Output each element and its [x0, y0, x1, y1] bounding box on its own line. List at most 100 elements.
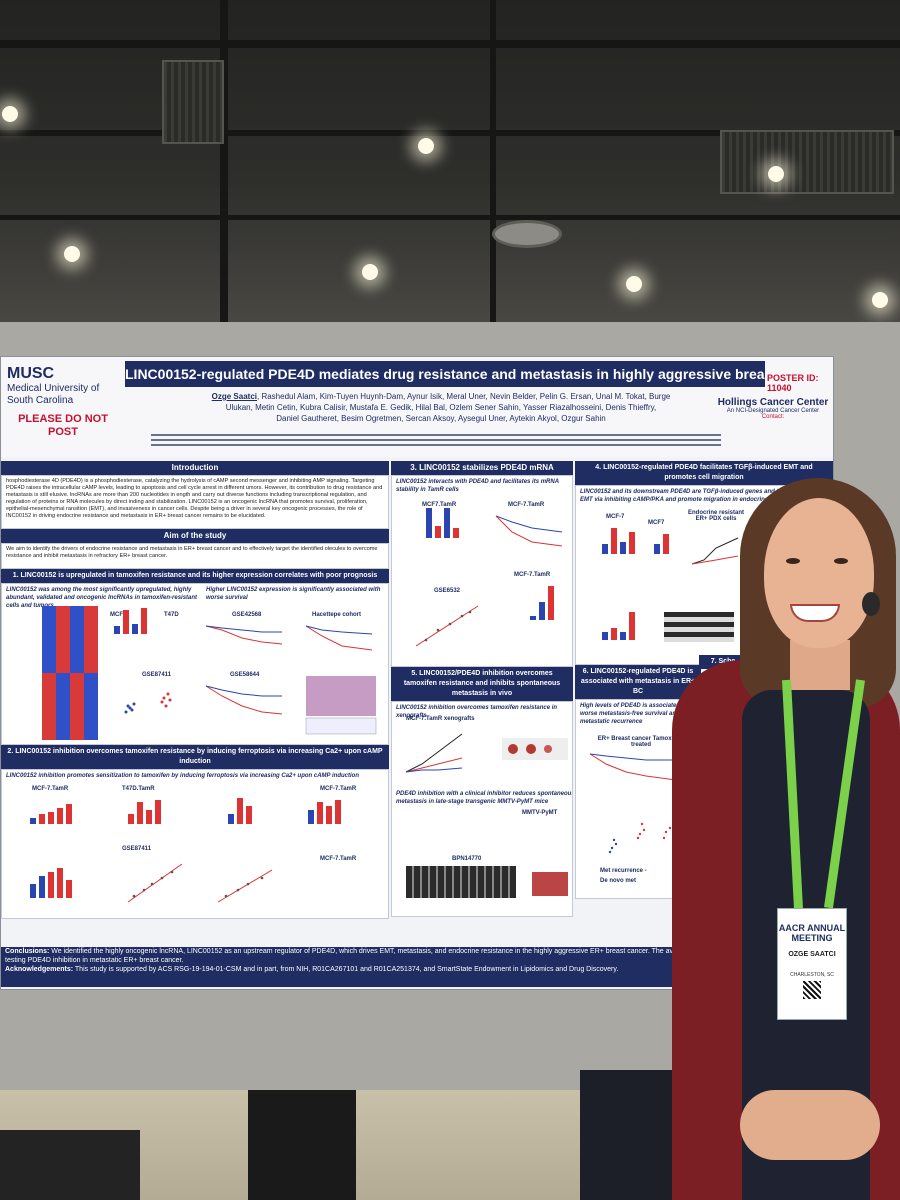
conclusions-label: Conclusions: — [5, 948, 50, 955]
section-heading-1: 1. LINC00152 is upregulated in tamoxifen… — [1, 569, 389, 583]
presenter-face — [764, 498, 874, 648]
decay-curve — [495, 515, 563, 547]
logo-wordmark: MUSC — [7, 365, 55, 382]
figure-caption: PDE4D inhibition with a clinical inhibit… — [396, 791, 573, 805]
do-not-post-banner: PLEASE DO NOT POST — [18, 413, 108, 438]
section-heading-2: 2. LINC00152 inhibition overcomes tamoxi… — [1, 745, 389, 769]
axis-label: De novo met — [600, 878, 637, 884]
box-plot — [608, 822, 672, 854]
bar-plot — [654, 534, 669, 554]
figure-caption: Higher LINC00152 expression is significa… — [206, 587, 381, 601]
plot-title: MCF-7 — [606, 514, 625, 520]
bar-plot — [30, 804, 72, 824]
institution-name: Medical University of South Carolina — [7, 383, 100, 406]
bar-plot — [530, 586, 554, 620]
plot-title: GSE87411 — [142, 672, 172, 678]
dot-plot — [124, 692, 172, 714]
bar-plot — [602, 528, 635, 554]
ceiling-beam — [0, 215, 900, 220]
bar-plot — [228, 798, 252, 824]
plot-title: GSE42568 — [232, 612, 262, 618]
plot-title: ER+ Breast cancer Tamoxifen-treated — [597, 736, 685, 748]
plot-title: MCF-7.TamR — [320, 856, 357, 862]
contact-label: Contact: — [761, 414, 785, 420]
ceiling-beam — [220, 0, 228, 330]
poster-header: MUSC Medical University of South Carolin… — [1, 357, 833, 457]
figure-caption: LINC00152 and its downstream PDE4D are T… — [580, 489, 815, 503]
ceiling-light — [768, 166, 784, 182]
survival-curves — [205, 625, 377, 735]
plot-title: MCF-7.TamR xenografts — [406, 716, 475, 722]
plot-title: Endocrine resistant ER+ PDX cells — [687, 510, 744, 522]
cancer-center-subtitle: An NCI-Designated Cancer Center — [726, 408, 820, 414]
conclusions-text: testing PDE4D inhibition in metastatic E… — [5, 957, 184, 964]
conclusions-text: We identified the highly oncogenic lncRN… — [49, 948, 679, 955]
bar-plot — [426, 508, 459, 538]
ceiling-light — [2, 106, 18, 122]
poster-id: POSTER ID: 11040 — [767, 373, 819, 393]
plot-title: MCF-7.TamR — [508, 502, 545, 508]
figure-caption: LINC00152 was among the most significant… — [6, 587, 198, 609]
plot-title: MMTV-PyMT — [522, 810, 558, 816]
plot-title: MCF-7.TamR — [320, 786, 357, 792]
name-badge: AACR ANNUAL MEETING OZGE SAATCI CHARLEST… — [777, 908, 847, 1020]
western-blot — [406, 866, 516, 898]
aim-panel: We aim to identify the drivers of endocr… — [1, 543, 389, 569]
presenter-eye — [786, 558, 800, 564]
plot-title: MCF7.TamR — [422, 502, 457, 508]
expression-heatmap — [42, 606, 98, 740]
bar-plot — [30, 868, 72, 898]
figure-panel-2: LINC00152 inhibition promotes sensitizat… — [1, 769, 389, 919]
plot-title: BPN14770 — [452, 856, 482, 862]
ceiling-beam — [490, 0, 496, 330]
badge-city: CHARLESTON, SC — [790, 972, 834, 978]
ceiling-vent — [720, 130, 894, 194]
figure-panel-3: LINC00152 interacts with PDE4D and facil… — [391, 475, 573, 667]
ceiling-beam — [0, 130, 900, 136]
ceiling-light — [626, 276, 642, 292]
tumor-photo — [502, 738, 568, 760]
migration-curve — [691, 537, 739, 565]
introduction-panel: hosphodiesterase 4D (PDE4D) is a phospho… — [1, 475, 389, 529]
figure-panel-1: LINC00152 was among the most significant… — [1, 583, 389, 745]
section-heading-aim: Aim of the study — [1, 529, 389, 543]
ceiling-speaker — [492, 220, 562, 248]
presenter-eye — [834, 558, 848, 564]
axis-label: Met recurrence - — [600, 868, 647, 874]
lead-author: Ozge Saatci — [211, 392, 257, 401]
poster-column-middle: 3. LINC00152 stabilizes PDE4D mRNA LINC0… — [391, 461, 573, 917]
section-heading-4: 4. LINC00152-regulated PDE4D facilitates… — [575, 461, 833, 485]
figure-caption: High levels of PDE4D is associated with … — [580, 703, 694, 725]
ceiling-beam — [0, 40, 900, 48]
presenter-hands — [740, 1090, 880, 1160]
section-heading-3: 3. LINC00152 stabilizes PDE4D mRNA — [391, 461, 573, 475]
section-heading-6: 6. LINC00152-regulated PDE4D is associat… — [575, 665, 701, 699]
plot-title: GSE6532 — [434, 588, 461, 594]
figure-caption: LINC00152 inhibition overcomes tamoxifen… — [396, 705, 558, 719]
lung-photo — [532, 872, 568, 896]
acknowledgements-label: Acknowledgements: — [5, 966, 74, 973]
attendee-background — [248, 1090, 356, 1200]
plot-title: T47D — [164, 612, 179, 618]
plot-title: GSE87411 — [122, 846, 152, 852]
plot-title: GSE58644 — [230, 672, 260, 678]
scatter-plots — [127, 863, 273, 903]
presenter-earring — [862, 592, 880, 616]
badge-qr-code — [803, 981, 821, 999]
cancer-center-name: Hollings Cancer Center — [717, 397, 829, 408]
bar-plot — [602, 612, 635, 640]
affiliations-fine-print — [151, 431, 721, 453]
tumor-growth-curve — [405, 733, 463, 773]
plot-title: Hacettepe cohort — [312, 612, 362, 618]
author-list: Ozge Saatci, Rashedul Alam, Kim-Tuyen Hu… — [161, 391, 721, 424]
author-line: Daniel Gautheret, Besim Ogretmen, Sercan… — [276, 414, 606, 423]
plot-title: MCF-7 — [110, 612, 129, 618]
attendee-background — [0, 1130, 140, 1200]
author-line: , Rashedul Alam, Kim-Tuyen Huynh-Dam, Ay… — [257, 392, 671, 401]
institution-logo: MUSC Medical University of South Carolin… — [7, 365, 119, 439]
plot-title: T47D.TamR — [122, 786, 155, 792]
bar-plot — [128, 800, 161, 824]
ceiling-vent — [162, 60, 224, 144]
acknowledgements-text: This study is supported by ACS RSG-19-19… — [73, 966, 619, 973]
ceiling-light — [362, 264, 378, 280]
